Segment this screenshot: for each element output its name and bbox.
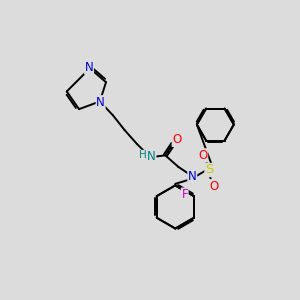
Text: F: F bbox=[182, 188, 188, 201]
Text: S: S bbox=[205, 164, 213, 176]
Text: N: N bbox=[85, 61, 93, 74]
Text: N: N bbox=[147, 150, 156, 164]
Text: O: O bbox=[209, 180, 218, 193]
Text: H: H bbox=[139, 150, 147, 160]
Text: O: O bbox=[198, 149, 208, 162]
Text: O: O bbox=[172, 134, 182, 146]
Text: N: N bbox=[188, 169, 197, 183]
Text: N: N bbox=[96, 96, 105, 109]
